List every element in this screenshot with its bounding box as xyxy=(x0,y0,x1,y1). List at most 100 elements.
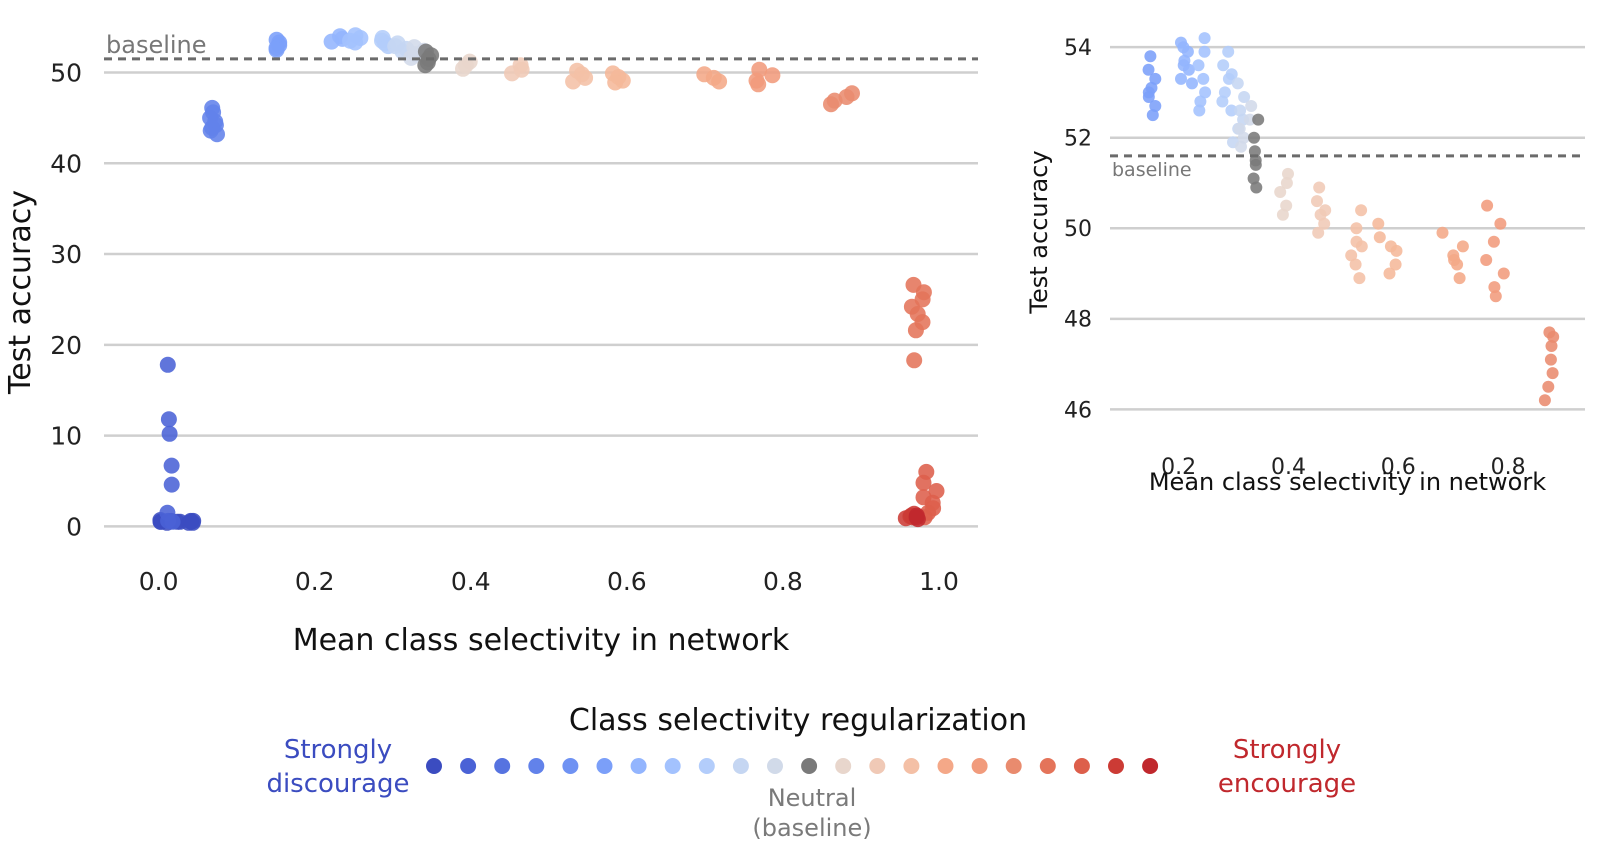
data-point xyxy=(1193,104,1206,117)
data-point xyxy=(1313,181,1326,194)
data-point xyxy=(764,67,781,84)
x-axis-label: Mean class selectivity in network xyxy=(1149,468,1546,496)
baseline-label: baseline xyxy=(1112,159,1192,181)
data-point xyxy=(347,34,364,51)
data-point xyxy=(915,474,932,491)
data-point xyxy=(1197,72,1210,85)
data-point xyxy=(1350,222,1363,235)
data-point xyxy=(1225,68,1238,81)
left-chart: 0 10 20 30 40 50 0.0 0.2 0.4 0.6 0.8 1.0 Mean class … xyxy=(3,27,978,658)
data-point xyxy=(907,322,924,339)
data-point xyxy=(1192,59,1205,72)
data-point xyxy=(1177,41,1190,54)
y-tick-label: 0 xyxy=(66,512,82,541)
data-point xyxy=(1198,32,1211,45)
legend-right-label-line1: Strongly xyxy=(1233,735,1341,765)
data-point xyxy=(504,65,520,82)
legend-swatch xyxy=(630,758,647,774)
y-tick-label: 46 xyxy=(1064,398,1092,423)
data-point xyxy=(403,49,420,66)
legend-swatch xyxy=(869,758,886,774)
x-tick-label: 0.8 xyxy=(1491,455,1526,480)
data-point xyxy=(163,476,180,493)
data-point xyxy=(1250,181,1263,194)
data-point xyxy=(1372,217,1385,230)
legend-swatch xyxy=(494,758,511,774)
legend-swatch xyxy=(732,758,749,774)
legend-right-label-line2: encourage xyxy=(1218,769,1356,799)
data-point xyxy=(1487,235,1500,248)
data-point xyxy=(1247,172,1260,185)
data-point xyxy=(1231,77,1244,90)
data-point xyxy=(1149,100,1162,112)
x-tick-label: 0.4 xyxy=(451,567,491,596)
legend-swatch xyxy=(562,758,579,774)
data-point xyxy=(1243,113,1256,126)
data-point xyxy=(1319,204,1332,217)
legend-swatch xyxy=(664,758,681,774)
y-axis-label: Test accuracy xyxy=(3,190,38,395)
legend-swatch xyxy=(1142,758,1159,774)
x-axis-label: Mean class selectivity in network xyxy=(293,623,790,658)
data-point xyxy=(1198,45,1211,58)
data-point xyxy=(1234,104,1247,117)
data-point xyxy=(1194,95,1207,108)
data-point xyxy=(1252,113,1265,126)
data-point xyxy=(1222,45,1235,58)
x-tick-label: 1.0 xyxy=(919,567,959,596)
legend-left-label-line2: discourage xyxy=(266,769,409,799)
legend-swatch xyxy=(528,758,545,774)
data-point xyxy=(1355,240,1368,253)
x-tick-label: 0.8 xyxy=(763,567,803,596)
data-point xyxy=(906,352,923,369)
data-point xyxy=(160,411,177,428)
data-point xyxy=(417,57,434,74)
x-tick-label: 0.6 xyxy=(1381,455,1416,480)
data-point xyxy=(908,507,925,524)
data-point xyxy=(1547,330,1560,343)
x-tick-label: 0.2 xyxy=(295,567,335,596)
legend-swatches xyxy=(426,758,1159,774)
data-point xyxy=(159,356,176,373)
y-tick-label: 40 xyxy=(50,149,82,178)
data-point xyxy=(1546,367,1559,380)
data-point xyxy=(1175,72,1187,85)
y-tick-label: 30 xyxy=(50,240,82,269)
data-point xyxy=(268,41,285,58)
y-tick-label: 20 xyxy=(50,331,82,360)
y-tick-label: 50 xyxy=(1064,217,1092,242)
data-point xyxy=(1282,167,1294,180)
data-point xyxy=(455,60,471,77)
data-point xyxy=(1218,86,1231,99)
data-point xyxy=(1142,63,1155,76)
y-tick-label: 54 xyxy=(1064,36,1092,61)
data-point xyxy=(1453,272,1466,285)
data-point xyxy=(750,76,767,93)
data-point xyxy=(184,514,201,531)
data-point xyxy=(1373,231,1386,244)
data-point xyxy=(1235,140,1247,153)
y-tick-label: 10 xyxy=(50,422,82,451)
legend-center-label-line2: (baseline) xyxy=(752,814,871,841)
legend-swatch xyxy=(767,758,783,774)
data-point xyxy=(1216,95,1229,108)
legend-swatch xyxy=(1073,758,1090,774)
data-point xyxy=(1233,122,1246,135)
data-point xyxy=(1149,72,1162,85)
data-point xyxy=(1389,258,1402,271)
data-point xyxy=(1311,195,1323,208)
data-point xyxy=(1238,91,1251,103)
legend-swatch xyxy=(1108,758,1124,774)
data-point xyxy=(1353,272,1366,285)
data-point xyxy=(1248,131,1260,144)
data-point xyxy=(1481,199,1494,212)
legend-swatch xyxy=(1039,758,1056,774)
data-point xyxy=(1248,145,1261,158)
data-point xyxy=(1217,59,1230,72)
data-point xyxy=(1489,290,1502,303)
data-point xyxy=(711,73,728,90)
data-point xyxy=(1538,394,1551,407)
data-point xyxy=(1144,50,1157,63)
x-tick-label: 0.2 xyxy=(1161,455,1196,480)
legend-swatch xyxy=(426,758,442,774)
